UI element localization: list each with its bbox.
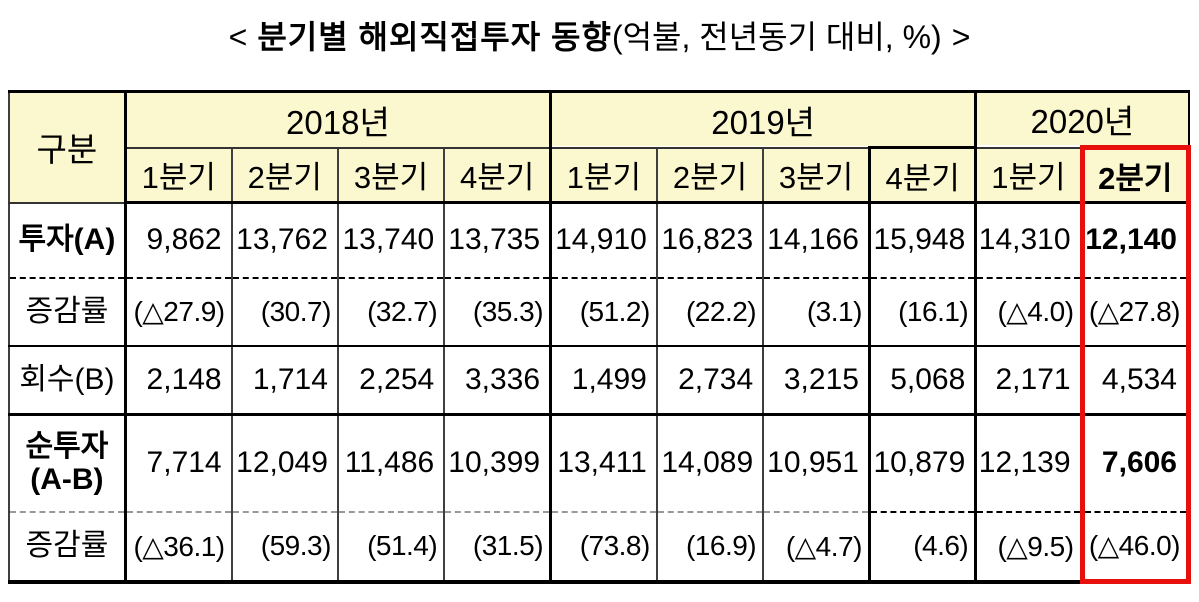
value-cell: (△4.0) [974, 277, 1083, 347]
quarter-header-2018-q2: 2분기 [230, 147, 338, 204]
value-cell: 14,089 [655, 414, 764, 513]
quarterly-fdi-table-wrap: 구분 2018년 2019년 2020년 1분기 2분기 3분기 4분기 1분기… [7, 90, 1192, 584]
value-cell: 10,951 [762, 414, 870, 513]
value-cell-highlighted: (△27.8) [1079, 277, 1192, 347]
value-cell: (16.9) [655, 511, 764, 582]
value-cell: (4.6) [867, 511, 976, 582]
value-cell: 2,171 [974, 345, 1083, 416]
value-cell: (22.2) [655, 277, 764, 347]
value-cell: (51.2) [549, 277, 657, 347]
year-header-2018: 2018년 [123, 91, 551, 149]
quarter-header-2018-q1: 1분기 [123, 147, 232, 204]
value-cell: 1,499 [549, 345, 657, 416]
value-cell: (32.7) [336, 277, 445, 347]
value-cell-highlighted: 12,140 [1079, 202, 1192, 279]
title-open-bracket: < [228, 19, 248, 55]
quarterly-fdi-table: 구분 2018년 2019년 2020년 1분기 2분기 3분기 4분기 1분기… [7, 90, 1192, 584]
value-cell: 10,399 [443, 414, 551, 513]
value-cell-highlighted: (△46.0) [1079, 511, 1192, 584]
table-row-recovery: 회수(B) 2,148 1,714 2,254 3,336 1,499 2,73… [7, 345, 1192, 416]
value-cell: 12,139 [974, 414, 1083, 513]
title-main-text: 분기별 해외직접투자 동향 [257, 19, 612, 55]
row-label-investment-change: 증감률 [7, 277, 126, 347]
quarter-header-2018-q4: 4분기 [443, 147, 551, 204]
table-row-net-investment-change: 증감률 (△36.1) (59.3) (51.4) (31.5) (73.8) … [7, 511, 1192, 584]
table-row-investment: 투자(A) 9,862 13,762 13,740 13,735 14,910 … [7, 202, 1192, 279]
year-header-2020: 2020년 [974, 91, 1189, 149]
row-label-recovery: 회수(B) [7, 345, 126, 416]
row-label-net-investment: 순투자 (A-B) [7, 414, 126, 513]
value-cell: 10,879 [867, 414, 976, 513]
value-cell: 13,411 [549, 414, 657, 513]
value-cell: 9,862 [123, 202, 232, 279]
value-cell: 15,948 [867, 202, 976, 279]
quarter-header-2020-q2: 2분기 [1079, 145, 1192, 204]
title-unit-text: (억불, 전년동기 대비, %) [611, 19, 942, 55]
value-cell: 2,734 [655, 345, 764, 416]
year-header-row: 구분 2018년 2019년 2020년 [7, 91, 1189, 204]
value-cell: 3,336 [443, 345, 551, 416]
value-cell: (△9.5) [974, 511, 1083, 582]
quarter-header-2018-q3: 3분기 [336, 147, 445, 204]
value-cell: (51.4) [336, 511, 445, 582]
value-cell: (△4.7) [762, 511, 870, 582]
value-cell: (59.3) [230, 511, 338, 582]
value-cell: (16.1) [867, 277, 976, 347]
row-label-net-investment-line2: (A-B) [30, 463, 104, 497]
quarter-header-2020-q1: 1분기 [974, 147, 1083, 204]
value-cell: 2,148 [123, 345, 232, 416]
quarter-header-2019-q3: 3분기 [762, 147, 870, 204]
value-cell: 13,735 [443, 202, 551, 279]
quarter-header-2019-q2: 2분기 [655, 147, 764, 204]
value-cell: (3.1) [762, 277, 870, 347]
value-cell: 16,823 [655, 202, 764, 279]
value-cell: 14,310 [974, 202, 1083, 279]
document-title: < 분기별 해외직접투자 동향(억불, 전년동기 대비, %) > [0, 12, 1199, 58]
row-label-net-investment-line1: 순투자 [25, 429, 109, 463]
value-cell: 2,254 [336, 345, 445, 416]
value-cell: 13,762 [230, 202, 338, 279]
value-cell: 11,486 [336, 414, 445, 513]
value-cell: 14,910 [549, 202, 657, 279]
value-cell: (35.3) [443, 277, 551, 347]
value-cell: 13,740 [336, 202, 445, 279]
value-cell: 14,166 [762, 202, 870, 279]
title-close-bracket: > [951, 19, 971, 55]
value-cell: (△36.1) [123, 511, 232, 582]
value-cell: 12,049 [230, 414, 338, 513]
quarter-header-row: 1분기 2분기 3분기 4분기 1분기 2분기 3분기 4분기 1분기 2분기 [9, 145, 1192, 204]
value-cell: 1,714 [230, 345, 338, 416]
table-row-investment-change: 증감률 (△27.9) (30.7) (32.7) (35.3) (51.2) … [7, 277, 1192, 347]
value-cell: 5,068 [867, 345, 976, 416]
row-label-net-investment-change: 증감률 [7, 511, 126, 582]
value-cell-highlighted: 7,606 [1079, 414, 1192, 513]
row-label-investment: 투자(A) [7, 202, 126, 279]
value-cell: 7,714 [123, 414, 232, 513]
value-cell: (30.7) [230, 277, 338, 347]
value-cell-highlighted: 4,534 [1079, 345, 1192, 416]
value-cell: (31.5) [443, 511, 551, 582]
value-cell: (73.8) [549, 511, 657, 582]
value-cell: (△27.9) [123, 277, 232, 347]
quarter-header-2019-q1: 1분기 [549, 147, 657, 204]
year-header-2019: 2019년 [549, 91, 976, 149]
table-row-net-investment: 순투자 (A-B) 7,714 12,049 11,486 10,399 13,4… [7, 414, 1192, 513]
quarter-header-2019-q4: 4분기 [867, 146, 976, 204]
value-cell: 3,215 [762, 345, 870, 416]
corner-header: 구분 [7, 91, 126, 204]
